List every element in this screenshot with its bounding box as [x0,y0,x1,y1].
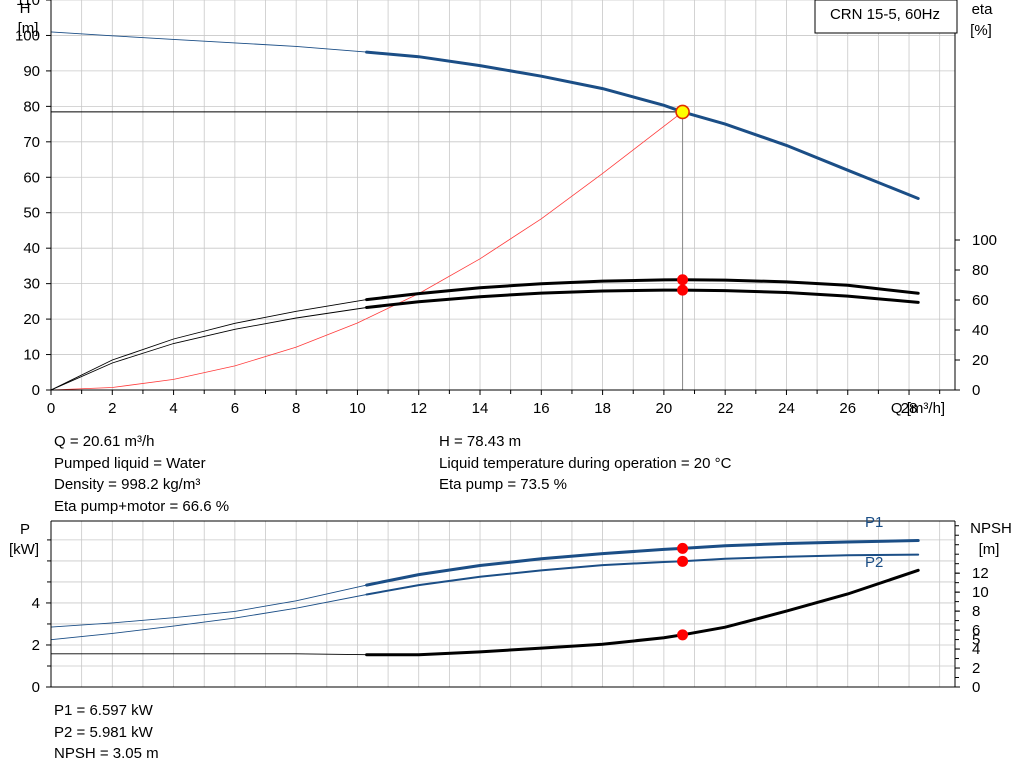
eta-pump-motor-curve-thin [50,307,367,391]
npsh-value: NPSH = 3.05 m [54,745,159,763]
eta-pump-motor-duty-marker [677,284,689,296]
h-axis-unit: [m] [18,20,39,37]
system-curve [50,111,683,391]
h-tick-label: 100 [15,27,40,44]
top-info-right: H = 78.43 m Liquid temperature during op… [439,431,731,496]
p1-curve-label: P1 [865,514,883,531]
h-tick-label: 30 [23,276,40,293]
eta-tick-label: 40 [972,322,989,339]
npsh-tick-label: 10 [972,584,989,601]
npsh-tick-label: 6 [972,622,980,639]
duty-point-marker [675,104,690,120]
pumped-liquid: Pumped liquid = Water [54,454,206,472]
q-tick-label: 28 [901,400,918,417]
q-tick-label: 6 [231,400,239,417]
p2-curve [365,553,920,596]
q-tick-label: 24 [778,400,795,417]
h-axis-label: H [20,0,31,17]
eta-axis-unit: [%] [970,22,992,39]
bottom-info: P1 = 6.597 kW P2 = 5.981 kW NPSH = 3.05 … [54,700,159,765]
eta-pump-duty-marker [677,274,689,286]
h-tick-label: 110 [16,0,40,9]
eta-pump-motor-curve [365,288,920,309]
p-tick-label: 2 [32,637,40,654]
head-value: H = 78.43 m [439,433,522,450]
p1-duty-marker [677,542,689,554]
h-tick-label: 0 [32,382,40,399]
q-tick-label: 0 [47,400,55,417]
eta-tick-label: 60 [972,292,989,309]
h-tick-label: 70 [23,134,40,151]
eta-axis-label: eta [972,1,994,18]
q-tick-label: 26 [839,400,856,417]
head-curve [365,50,920,200]
npsh-tick-label: 5 [972,632,980,649]
p2-curve-thin [50,594,367,641]
density-value: Density = 998.2 kg/m³ [54,476,201,494]
q-tick-label: 2 [108,400,116,417]
eta-pump-motor-value: Eta pump+motor = 66.6 % [54,498,230,516]
h-tick-label: 20 [23,311,40,328]
head-curve-thin [50,31,367,53]
p1-curve [365,539,920,587]
p1-curve-thin [50,584,367,628]
q-tick-label: 18 [594,400,611,417]
npsh-tick-label: 4 [972,641,980,658]
q-tick-label: 20 [656,400,673,417]
eta-tick-label: 20 [972,352,989,369]
npsh-tick-label: 8 [972,603,980,620]
flow-value: Q = 20.61 m³/h [54,433,155,450]
chart-title: CRN 15-5, 60Hz [830,6,940,23]
eta-pump-value: Eta pump = 73.5 % [439,476,567,494]
q-tick-label: 12 [410,400,427,417]
eta-tick-label: 0 [972,382,980,399]
p1-value: P1 = 6.597 kW [54,702,153,719]
npsh-axis-unit: [m] [979,541,1000,558]
h-tick-label: 80 [23,98,40,115]
q-tick-label: 14 [472,400,489,417]
p-axis-unit: [kW] [9,541,39,558]
npsh-tick-label: 2 [972,660,980,677]
h-tick-label: 90 [23,63,40,80]
npsh-curve [365,568,920,657]
npsh-tick-label: 12 [972,565,989,582]
eta-pump-curve-thin [50,299,367,391]
p2-curve-label: P2 [865,554,883,571]
p-tick-label: 0 [32,679,40,696]
liquid-temperature: Liquid temperature during operation = 20… [439,454,732,472]
npsh-curve-thin [51,653,367,656]
q-tick-label: 22 [717,400,734,417]
eta-pump-curve [365,278,920,302]
h-tick-label: 60 [23,169,40,186]
p-tick-label: 4 [32,595,40,612]
curves-layer [50,31,920,657]
npsh-tick-label: 0 [972,679,980,696]
x-axis-label: Q [m³/h] [891,400,945,417]
h-tick-label: 40 [23,240,40,257]
p-axis-label: P [20,521,30,538]
q-tick-label: 16 [533,400,550,417]
top-info-left: Q = 20.61 m³/h Pumped liquid = Water Den… [54,431,229,518]
grid-layer [50,0,955,688]
q-tick-label: 10 [349,400,366,417]
h-tick-label: 10 [23,347,40,364]
chart-title-box [814,0,958,34]
eta-tick-label: 100 [972,232,997,249]
h-tick-label: 50 [23,205,40,222]
npsh-axis-label: NPSH [970,520,1012,537]
p2-duty-marker [677,555,689,567]
npsh-duty-marker [677,629,689,641]
q-tick-label: 8 [292,400,300,417]
q-tick-label: 4 [169,400,177,417]
p2-value: P2 = 5.981 kW [54,723,153,741]
eta-tick-label: 80 [972,262,989,279]
